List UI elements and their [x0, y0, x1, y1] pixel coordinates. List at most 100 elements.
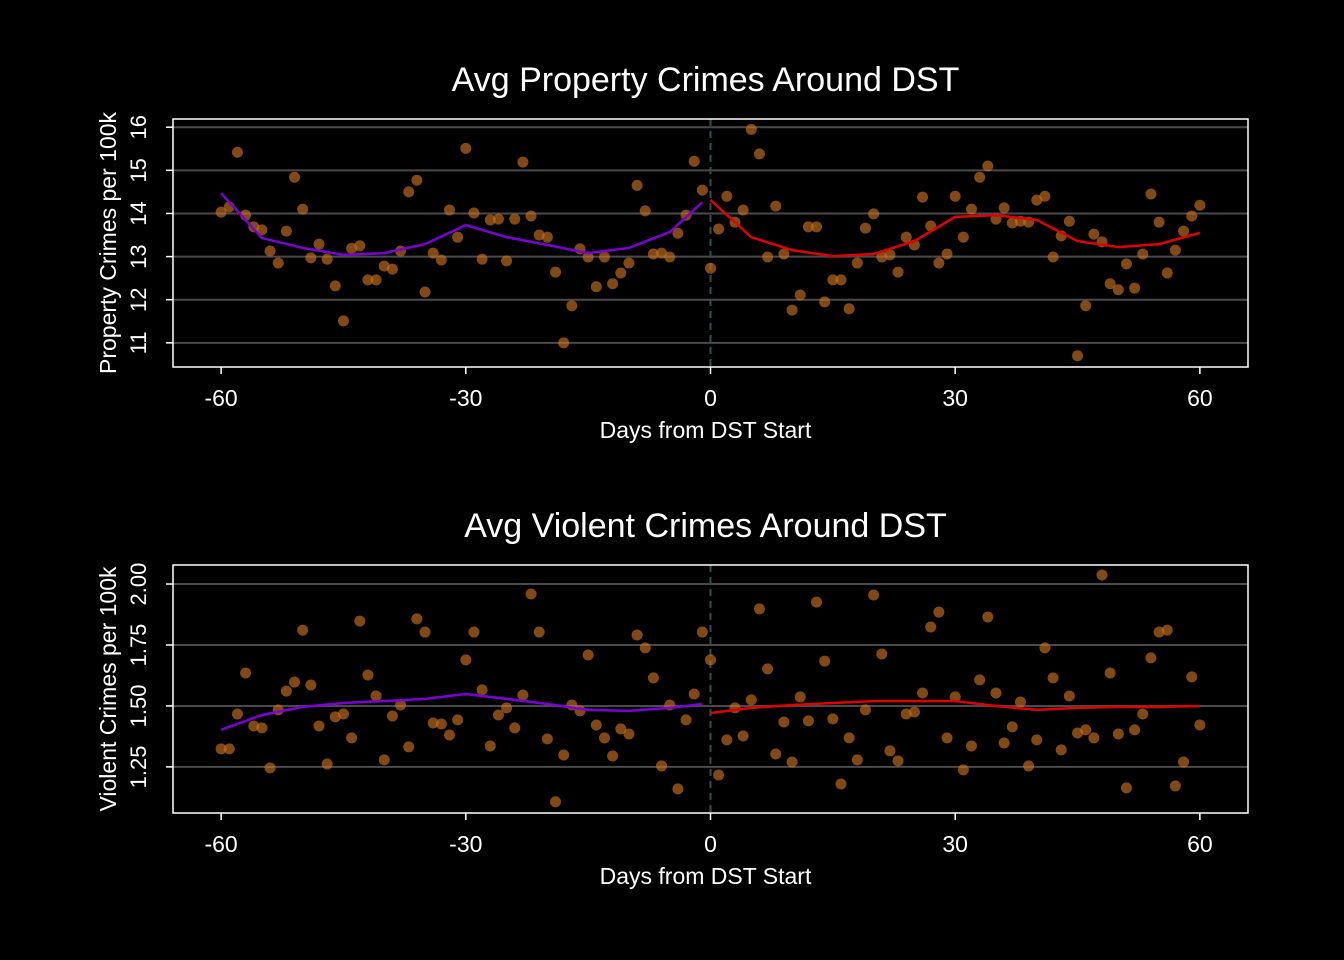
y-tick-label: 16 — [126, 115, 151, 139]
data-point — [468, 207, 480, 219]
data-point — [721, 190, 733, 202]
data-point — [1194, 719, 1206, 731]
x-axis-label: Days from DST Start — [600, 417, 812, 443]
data-point — [753, 603, 765, 615]
x-tick-label: -30 — [449, 385, 482, 411]
data-point — [256, 224, 268, 236]
data-point — [647, 248, 659, 260]
data-point — [737, 730, 749, 742]
data-point — [1178, 225, 1190, 237]
data-point — [688, 688, 700, 700]
y-axis-label: Violent Crimes per 100k — [95, 566, 121, 812]
x-tick-label: 0 — [704, 385, 717, 411]
data-point — [615, 267, 627, 279]
data-point — [509, 722, 521, 734]
smooth-line — [220, 192, 704, 257]
data-point — [419, 626, 431, 638]
data-point — [289, 676, 301, 688]
data-point — [541, 231, 553, 243]
data-point — [892, 266, 904, 278]
data-point — [395, 699, 407, 711]
data-point — [354, 240, 366, 252]
data-point — [1047, 672, 1059, 684]
chart-title: Avg Property Crimes Around DST — [452, 61, 960, 99]
data-point — [778, 248, 790, 260]
data-point — [289, 171, 301, 183]
x-tick-label: -60 — [204, 385, 237, 411]
y-tick-label: 15 — [126, 158, 151, 182]
data-point — [403, 741, 415, 753]
y-tick-label: 2.00 — [126, 563, 151, 606]
data-point — [305, 252, 317, 264]
data-point — [476, 684, 488, 696]
data-point — [696, 626, 708, 638]
data-point — [811, 596, 823, 608]
data-point — [1006, 217, 1018, 229]
data-point — [656, 247, 668, 259]
data-point — [452, 714, 464, 726]
data-point — [974, 674, 986, 686]
data-point — [403, 186, 415, 198]
x-tick-label: 60 — [1187, 385, 1213, 411]
data-point — [623, 257, 635, 269]
data-point — [713, 769, 725, 781]
x-tick-label: 30 — [942, 831, 968, 857]
y-tick-label: 1.75 — [126, 624, 151, 667]
data-point — [582, 649, 594, 661]
data-point — [223, 743, 235, 755]
data-point — [998, 202, 1010, 214]
data-point — [501, 702, 513, 714]
data-point — [484, 740, 496, 752]
data-point — [1096, 569, 1108, 581]
data-point — [786, 304, 798, 316]
data-point — [933, 257, 945, 269]
data-point — [1194, 199, 1206, 211]
data-point — [639, 205, 651, 217]
data-point — [411, 613, 423, 625]
data-point — [615, 723, 627, 735]
data-point — [272, 257, 284, 269]
data-point — [607, 750, 619, 762]
data-point — [460, 654, 472, 666]
data-point — [827, 274, 839, 286]
data-point — [354, 615, 366, 627]
smooth-line — [709, 199, 1201, 258]
data-point — [1014, 696, 1026, 708]
data-point — [1161, 267, 1173, 279]
data-point — [370, 274, 382, 286]
data-point — [297, 203, 309, 215]
data-point — [745, 694, 757, 706]
data-point — [737, 204, 749, 216]
data-point — [835, 778, 847, 790]
data-point — [1063, 215, 1075, 227]
y-tick-label: 1.50 — [126, 685, 151, 728]
data-point — [1169, 244, 1181, 256]
data-point — [1088, 228, 1100, 240]
data-point — [1137, 248, 1149, 260]
data-point — [297, 624, 309, 636]
data-point — [509, 213, 521, 225]
data-point — [231, 708, 243, 720]
data-point — [843, 732, 855, 744]
data-point — [631, 629, 643, 641]
data-point — [802, 715, 814, 727]
data-point — [778, 716, 790, 728]
x-tick-label: -60 — [204, 831, 237, 857]
data-point — [558, 337, 570, 349]
data-point — [917, 191, 929, 203]
data-point — [892, 755, 904, 767]
data-point — [419, 286, 431, 298]
data-point — [329, 280, 341, 292]
y-tick-label: 13 — [126, 244, 151, 268]
data-point — [427, 717, 439, 729]
y-tick-label: 14 — [126, 201, 151, 225]
data-point — [435, 718, 447, 730]
data-point — [859, 704, 871, 716]
data-point — [1039, 190, 1051, 202]
data-point — [631, 179, 643, 191]
data-point — [452, 231, 464, 243]
chart-title: Avg Violent Crimes Around DST — [464, 507, 947, 545]
data-point — [492, 213, 504, 225]
data-point — [843, 303, 855, 315]
data-point — [476, 253, 488, 265]
